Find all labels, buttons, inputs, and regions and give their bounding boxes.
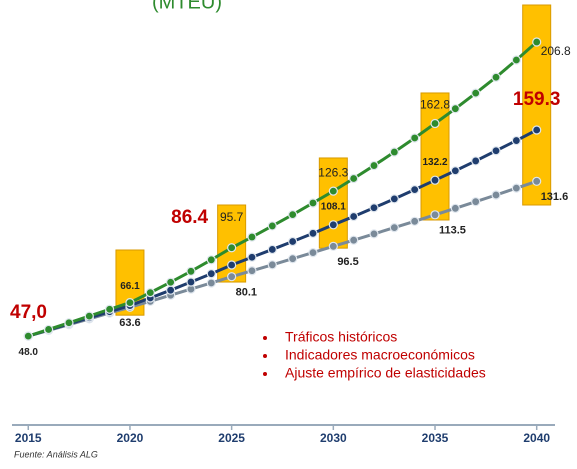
point [369,203,379,213]
point [471,88,481,98]
point [491,72,501,82]
range-box [420,92,450,221]
x-tick-label: 2020 [117,431,144,445]
point [389,147,399,157]
point [328,241,338,251]
point [389,194,399,204]
point [471,156,481,166]
point [247,232,257,242]
point [491,190,501,200]
data-label: 108.1 [321,201,346,212]
point [288,210,298,220]
point [532,176,542,186]
bullet [263,372,267,376]
point [328,186,338,196]
point [369,160,379,171]
x-tick-label: 2025 [218,431,245,445]
data-label: 95.7 [220,210,244,224]
point [349,235,359,245]
series-line [27,40,538,338]
point [410,185,420,195]
data-label: 126.3 [318,165,348,179]
source: Fuente: Análisis ALG [14,449,98,459]
annotation: 47,0 [10,302,47,323]
point [267,260,277,270]
point [308,198,318,208]
point [44,324,54,335]
point [369,229,379,239]
data-label: 162.8 [420,98,450,112]
note: Tráficos históricos [285,329,397,345]
x-tick-label: 2040 [523,431,550,445]
data-label: 113.5 [439,225,466,237]
point [64,318,74,328]
point [288,236,298,247]
point [227,272,237,282]
point [349,173,359,184]
point [186,266,196,276]
data-label: 159.3 [513,89,561,110]
point [206,255,216,265]
point [166,285,176,295]
point [267,221,277,231]
chart-title: (MTEU) [152,0,222,13]
point [227,243,237,253]
point [430,118,440,129]
point [247,266,257,276]
data-label: 63.6 [119,317,140,329]
bullet [263,354,267,358]
point [450,166,460,176]
point [206,269,216,279]
data-label: 132.2 [422,157,447,168]
point [389,222,399,233]
point [491,146,501,156]
point [308,228,318,238]
point [166,277,176,287]
point [186,277,196,287]
point [288,254,298,264]
point [206,278,216,288]
point [125,297,135,308]
point [450,203,460,213]
point [308,247,318,258]
note: Ajuste empírico de elasticidades [285,365,486,381]
x-tick-label: 2030 [320,431,347,445]
range-box [522,4,552,206]
point [410,133,420,143]
point [430,175,440,185]
point [328,220,338,230]
point [511,55,521,65]
point [247,252,257,262]
data-label: 206.8 [541,44,571,58]
note: Indicadores macroeconómicos [285,347,475,363]
point [105,304,115,314]
point [511,135,521,146]
data-label: 96.5 [337,256,358,268]
point [471,197,481,207]
point [227,260,237,270]
point [450,104,460,114]
x-tick-label: 2015 [15,431,42,445]
point [511,183,521,193]
data-label: 48.0 [19,347,39,358]
data-label: 80.1 [236,287,257,299]
point [267,244,277,255]
point [430,210,440,220]
point [23,331,33,341]
bullet [263,336,267,340]
point [349,211,359,222]
point [145,287,155,298]
x-tick-label: 2035 [422,431,449,445]
data-label: 66.1 [120,281,140,292]
point [84,311,94,321]
point [532,125,542,135]
data-label: 86.4 [171,207,208,228]
point [532,37,542,47]
point [410,216,420,226]
data-label: 131.6 [541,191,569,203]
